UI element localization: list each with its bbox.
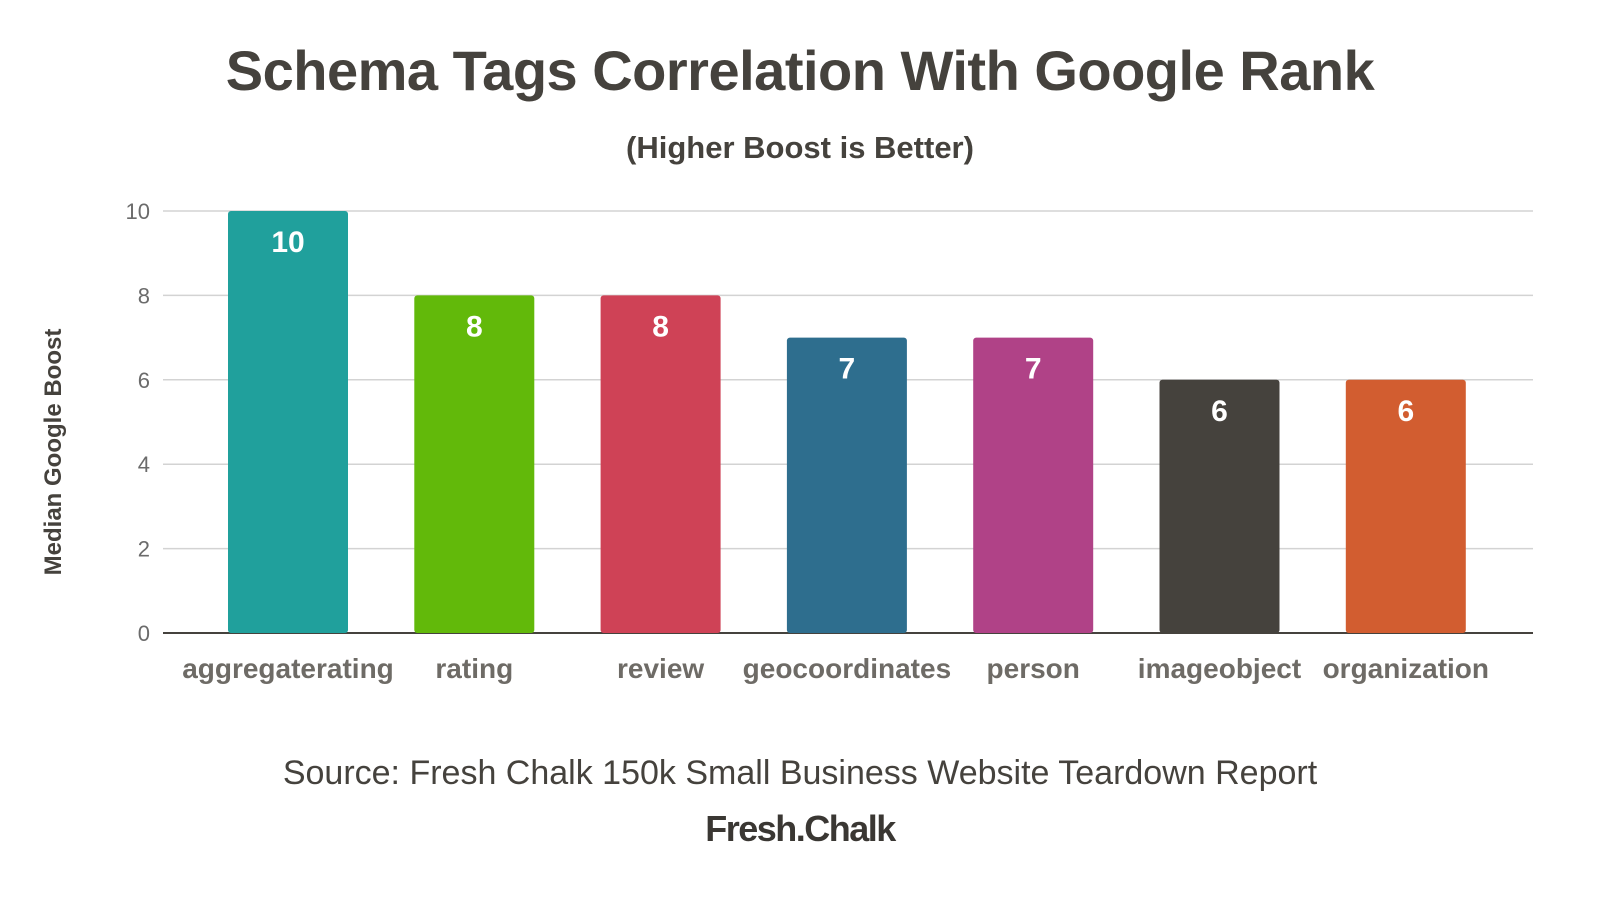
bar-person	[973, 337, 1094, 633]
bar-geocoordinates	[786, 337, 907, 633]
x-tick-label: person	[987, 653, 1080, 684]
x-tick-label: organization	[1323, 653, 1489, 684]
data-label: 8	[466, 310, 483, 343]
chart-title: Schema Tags Correlation With Google Rank	[225, 39, 1375, 102]
data-label: 7	[839, 353, 856, 386]
fresh-chalk-logo: Fresh.Chalk	[705, 808, 896, 849]
y-tick-label: 6	[138, 368, 150, 393]
chart-subtitle: (Higher Boost is Better)	[626, 130, 974, 165]
x-tick-label: imageobject	[1138, 653, 1301, 684]
data-label: 6	[1397, 395, 1414, 428]
source-note: Source: Fresh Chalk 150k Small Business …	[282, 754, 1318, 792]
bar-rating	[414, 295, 535, 633]
data-labels: 10 8 8 7 7 6 6	[271, 226, 1414, 428]
x-tick-label: geocoordinates	[743, 653, 951, 684]
x-tick-labels: aggregaterating rating review geocoordinate…	[182, 653, 1489, 684]
y-tick-label: 8	[138, 283, 150, 308]
y-tick-label: 4	[138, 452, 150, 477]
bar-organization	[1345, 379, 1466, 633]
data-label: 6	[1211, 395, 1228, 428]
x-tick-label: aggregaterating	[182, 653, 394, 684]
y-tick-label: 10	[126, 199, 150, 224]
y-ticks: 0 2 4 6 8 10	[126, 199, 150, 646]
y-tick-label: 2	[138, 537, 150, 562]
bar-review	[600, 295, 721, 633]
bar-imageobject	[1159, 379, 1280, 633]
y-tick-label: 0	[138, 621, 150, 646]
x-tick-label: rating	[435, 653, 513, 684]
bars	[228, 211, 1466, 633]
data-label: 10	[271, 226, 304, 259]
data-label: 7	[1025, 353, 1042, 386]
x-tick-label: review	[617, 653, 704, 684]
bar-aggregaterating	[228, 211, 348, 633]
data-label: 8	[652, 310, 669, 343]
